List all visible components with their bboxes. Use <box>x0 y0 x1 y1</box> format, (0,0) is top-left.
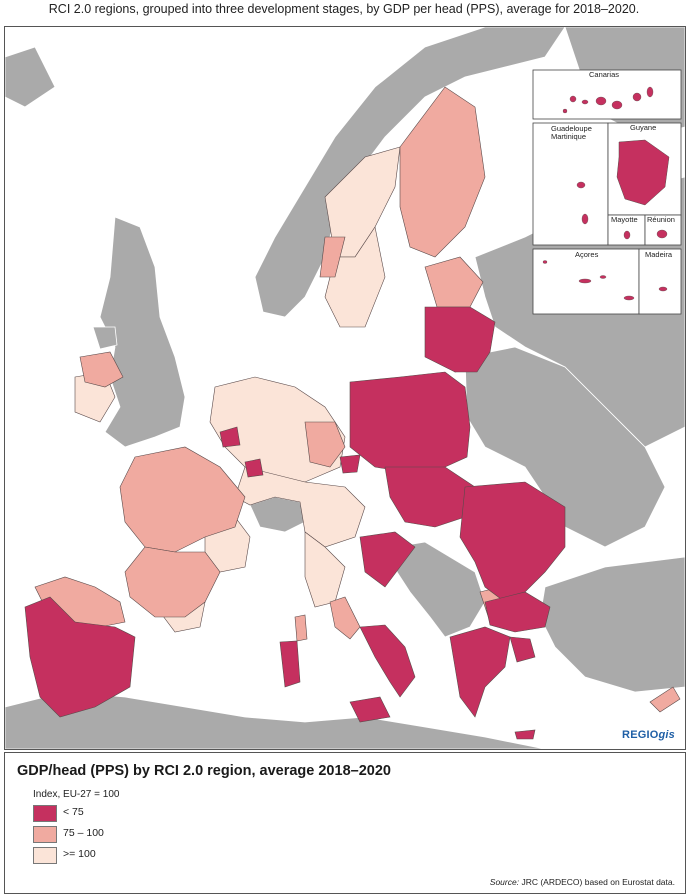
brand-prefix: REGIO <box>622 729 659 741</box>
inset-label-mayotte: Mayotte <box>611 215 638 224</box>
source-note: Source: JRC (ARDECO) based on Eurostat d… <box>490 877 675 887</box>
europe-map <box>5 27 685 749</box>
regiogis-logo: REGIOgis <box>622 729 675 741</box>
legend-label-high: >= 100 <box>63 848 96 860</box>
source-prefix: Source: <box>489 877 520 887</box>
legend-title: GDP/head (PPS) by RCI 2.0 region, averag… <box>17 763 391 779</box>
legend-panel: GDP/head (PPS) by RCI 2.0 region, averag… <box>4 752 686 894</box>
regions-high <box>74 146 478 633</box>
inset-label-reunion: Réunion <box>647 215 675 224</box>
inset-label-guyane: Guyane <box>630 123 657 132</box>
source-text: JRC (ARDECO) based on Eurostat data. <box>521 877 675 887</box>
legend-subtitle: Index, EU-27 = 100 <box>33 789 120 800</box>
legend-swatch-mid <box>33 826 57 843</box>
map-panel[interactable]: Canarias Guadeloupe Martinique Guyane Ma… <box>4 26 686 750</box>
legend-swatch-low <box>33 805 57 822</box>
inset-label-acores: Açores <box>575 250 599 259</box>
regions-low <box>24 306 566 740</box>
map-title: RCI 2.0 regions, grouped into three deve… <box>48 2 640 16</box>
inset-label-madeira: Madeira <box>645 250 673 259</box>
legend-label-mid: 75 – 100 <box>63 827 104 839</box>
legend-swatch-high <box>33 847 57 864</box>
inset-label-guadeloupe-martinique: Guadeloupe Martinique <box>551 124 592 141</box>
inset-panels <box>532 69 682 315</box>
inset-label-canarias: Canarias <box>589 70 620 79</box>
legend-label-low: < 75 <box>63 806 84 818</box>
brand-suffix: gis <box>658 729 675 741</box>
